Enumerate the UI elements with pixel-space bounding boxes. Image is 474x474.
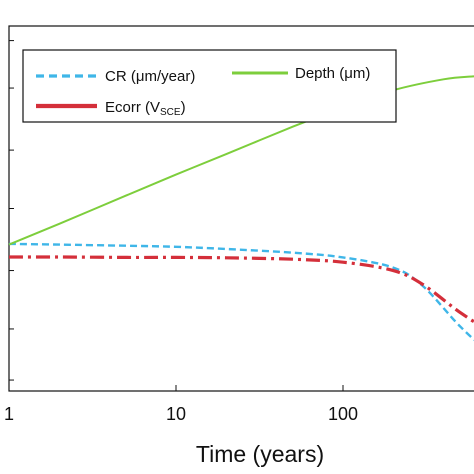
x-tick-label-100: 100 bbox=[328, 404, 358, 424]
series-line-cr bbox=[8, 242, 474, 342]
series-line-ecorr bbox=[8, 255, 474, 324]
x-tick-label-1: 1 bbox=[4, 404, 14, 424]
legend-label-cr: CR (μm/year) bbox=[105, 68, 195, 85]
legend-label-ecorr-sub: SCE bbox=[160, 107, 181, 118]
x-axis-title: Time (years) bbox=[196, 441, 324, 467]
legend-label-ecorr-main: Ecorr (V bbox=[105, 99, 160, 116]
x-tick-labels: 1 10 100 bbox=[4, 404, 358, 424]
legend-label-ecorr: Ecorr (VSCE) bbox=[105, 99, 186, 118]
y-tick-marks bbox=[9, 40, 14, 381]
legend-label-depth: Depth (μm) bbox=[295, 65, 370, 82]
legend-box bbox=[22, 49, 397, 123]
x-tick-label-10: 10 bbox=[166, 404, 186, 424]
legend: CR (μm/year) Depth (μm) Ecorr (VSCE) bbox=[22, 49, 397, 123]
x-tick-marks bbox=[8, 385, 344, 391]
legend-label-ecorr-suffix: ) bbox=[181, 99, 186, 116]
